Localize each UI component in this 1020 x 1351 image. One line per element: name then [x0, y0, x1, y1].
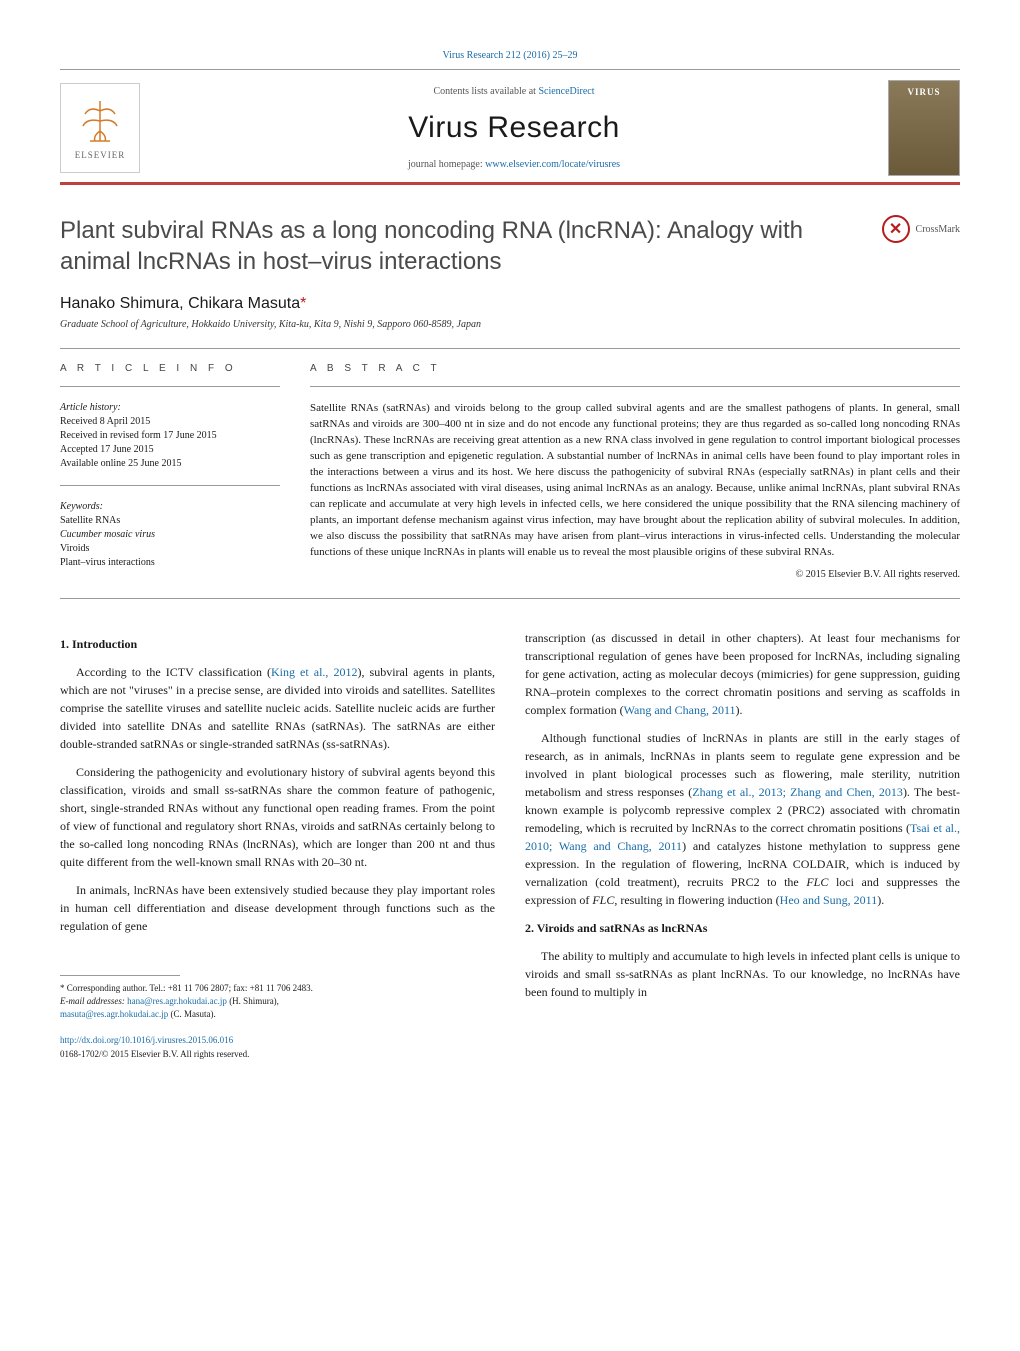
email-label: E-mail addresses: — [60, 996, 127, 1006]
homepage-text: journal homepage: — [408, 159, 485, 170]
journal-cover-thumb: VIRUS — [888, 80, 960, 176]
body-rule — [60, 598, 960, 599]
cover-thumb-label: VIRUS — [907, 87, 940, 97]
c2p1b: ). — [736, 703, 743, 717]
journal-title: Virus Research — [160, 111, 868, 145]
keyword-3: Viroids — [60, 543, 89, 554]
masthead: ELSEVIER Contents lists available at Sci… — [60, 80, 960, 176]
title-row: Plant subviral RNAs as a long noncoding … — [60, 215, 960, 295]
authors-names: Hanako Shimura, Chikara Masuta — [60, 295, 300, 312]
contents-line: Contents lists available at ScienceDirec… — [160, 86, 868, 97]
revised-date: Received in revised form 17 June 2015 — [60, 430, 217, 441]
body-column-right: transcription (as discussed in detail in… — [525, 629, 960, 1061]
section-1-para-1: According to the ICTV classification (Ki… — [60, 663, 495, 753]
col2-para-1: transcription (as discussed in detail in… — [525, 629, 960, 719]
corr-contact: * Corresponding author. Tel.: +81 11 706… — [60, 982, 495, 995]
section-2-heading: 2. Viroids and satRNAs as lncRNAs — [525, 919, 960, 937]
top-rule — [60, 69, 960, 70]
keyword-1: Satellite RNAs — [60, 515, 120, 526]
crossmark-cross-icon: ✕ — [889, 219, 902, 239]
elsevier-tree-icon — [75, 96, 125, 146]
body-two-columns: 1. Introduction According to the ICTV cl… — [60, 629, 960, 1061]
section-1-heading: 1. Introduction — [60, 635, 495, 653]
col2-para-2: Although functional studies of lncRNAs i… — [525, 729, 960, 909]
body-column-left: 1. Introduction According to the ICTV cl… — [60, 629, 495, 1061]
email2-name: (C. Masuta). — [168, 1009, 216, 1019]
running-header: Virus Research 212 (2016) 25–29 — [60, 50, 960, 61]
ref-zhang-2013[interactable]: Zhang et al., 2013; Zhang and Chen, 2013 — [692, 785, 903, 799]
sciencedirect-link[interactable]: ScienceDirect — [538, 86, 594, 97]
abstract-column: a b s t r a c t Satellite RNAs (satRNAs)… — [310, 363, 960, 584]
email-masuta[interactable]: masuta@res.agr.hokudai.ac.jp — [60, 1009, 168, 1019]
corresponding-marker: * — [300, 295, 306, 312]
page-container: Virus Research 212 (2016) 25–29 ELSEVIER… — [0, 0, 1020, 1111]
keywords-label: Keywords: — [60, 501, 103, 512]
issn-line: 0168-1702/© 2015 Elsevier B.V. All right… — [60, 1048, 495, 1062]
doi-line: http://dx.doi.org/10.1016/j.virusres.201… — [60, 1034, 495, 1048]
history-label: Article history: — [60, 402, 121, 413]
elsevier-logo: ELSEVIER — [60, 83, 140, 173]
email1-name: (H. Shimura), — [227, 996, 279, 1006]
info-rule-2 — [60, 485, 280, 486]
abstract-copyright: © 2015 Elsevier B.V. All rights reserved… — [310, 569, 960, 580]
ref-king-2012[interactable]: King et al., 2012 — [271, 665, 357, 679]
c2p2f: ). — [877, 893, 884, 907]
keyword-4: Plant–virus interactions — [60, 557, 155, 568]
masthead-center: Contents lists available at ScienceDirec… — [160, 86, 868, 170]
s1p1a: According to the ICTV classification ( — [76, 665, 271, 679]
authors: Hanako Shimura, Chikara Masuta* — [60, 295, 960, 313]
keywords-block: Keywords: Satellite RNAs Cucumber mosaic… — [60, 500, 280, 570]
email-line: E-mail addresses: hana@res.agr.hokudai.a… — [60, 995, 495, 1008]
article-info-heading: a r t i c l e i n f o — [60, 363, 280, 374]
gene-flc-2: FLC — [592, 893, 614, 907]
homepage-line: journal homepage: www.elsevier.com/locat… — [160, 159, 868, 170]
ref-heo-sung-2011[interactable]: Heo and Sung, 2011 — [780, 893, 878, 907]
received-date: Received 8 April 2015 — [60, 416, 150, 427]
section-1-para-2: Considering the pathogenicity and evolut… — [60, 763, 495, 871]
affiliation: Graduate School of Agriculture, Hokkaido… — [60, 319, 960, 330]
footnote-rule — [60, 975, 180, 976]
email-shimura[interactable]: hana@res.agr.hokudai.ac.jp — [127, 996, 227, 1006]
info-abstract-row: a r t i c l e i n f o Article history: R… — [60, 363, 960, 584]
article-history: Article history: Received 8 April 2015 R… — [60, 401, 280, 471]
crossmark-label: CrossMark — [916, 224, 960, 235]
c2p2e: , resulting in flowering induction ( — [614, 893, 779, 907]
article-info-column: a r t i c l e i n f o Article history: R… — [60, 363, 280, 584]
accepted-date: Accepted 17 June 2015 — [60, 444, 154, 455]
email-line-2: masuta@res.agr.hokudai.ac.jp (C. Masuta)… — [60, 1008, 495, 1021]
abstract-rule — [310, 386, 960, 387]
homepage-link[interactable]: www.elsevier.com/locate/virusres — [485, 159, 620, 170]
contents-text: Contents lists available at — [433, 86, 538, 97]
rule-above-info — [60, 348, 960, 349]
elsevier-label: ELSEVIER — [75, 150, 126, 160]
section-1-para-3: In animals, lncRNAs have been extensivel… — [60, 881, 495, 935]
section-2-para-1: The ability to multiply and accumulate t… — [525, 947, 960, 1001]
article-title: Plant subviral RNAs as a long noncoding … — [60, 215, 862, 277]
online-date: Available online 25 June 2015 — [60, 458, 181, 469]
corresponding-footnote: * Corresponding author. Tel.: +81 11 706… — [60, 982, 495, 1020]
abstract-heading: a b s t r a c t — [310, 363, 960, 374]
keyword-2: Cucumber mosaic virus — [60, 529, 155, 540]
ref-wang-chang-2011[interactable]: Wang and Chang, 2011 — [624, 703, 736, 717]
red-rule — [60, 182, 960, 185]
info-rule-1 — [60, 386, 280, 387]
abstract-text: Satellite RNAs (satRNAs) and viroids bel… — [310, 401, 960, 560]
crossmark[interactable]: ✕ CrossMark — [882, 215, 960, 243]
doi-link[interactable]: http://dx.doi.org/10.1016/j.virusres.201… — [60, 1035, 233, 1045]
crossmark-badge-icon: ✕ — [882, 215, 910, 243]
gene-flc-1: FLC — [806, 875, 828, 889]
